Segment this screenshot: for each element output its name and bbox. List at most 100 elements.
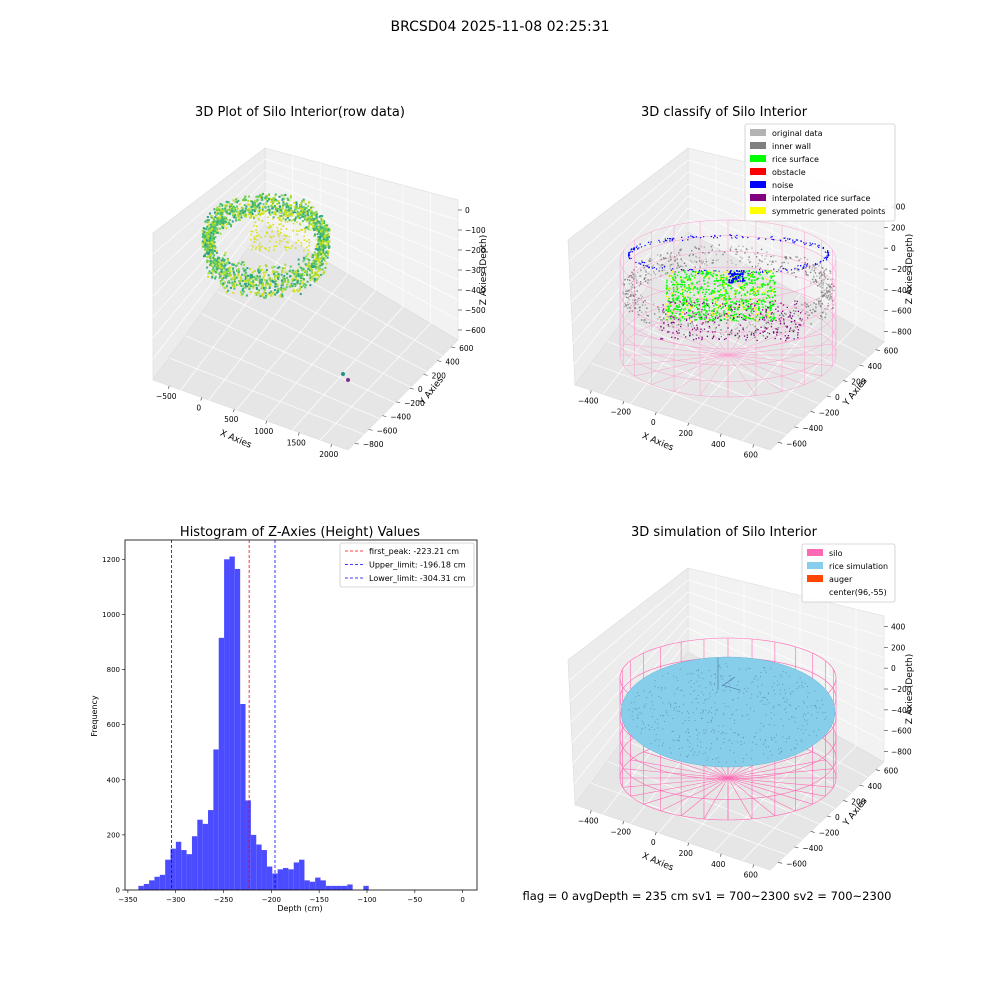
classify-noise-point xyxy=(672,237,674,239)
raw-point xyxy=(294,270,297,273)
classify-rice-point xyxy=(773,303,775,306)
raw-point xyxy=(321,248,324,251)
classify-rice-point xyxy=(761,291,763,294)
classify-interpolated-point xyxy=(765,316,768,318)
classify-rice-point xyxy=(701,297,703,299)
classify-rice-point xyxy=(683,303,685,305)
raw-point xyxy=(299,204,302,207)
raw-point xyxy=(294,216,297,219)
simulation-rice-point xyxy=(677,679,679,681)
raw-point xyxy=(209,253,212,256)
simulation-rice-point xyxy=(701,718,703,720)
classify-interpolated-point xyxy=(760,326,762,328)
classify-noise-point xyxy=(742,279,744,282)
simulation-rice-point xyxy=(779,693,781,695)
classify-interpolated-point xyxy=(796,300,798,303)
raw-point xyxy=(307,215,309,218)
classify-noise-point xyxy=(758,269,761,271)
classify-rice-point xyxy=(743,315,746,317)
raw-point xyxy=(314,272,317,275)
classify-noise-point xyxy=(729,275,732,278)
classify-wall-point xyxy=(698,257,700,259)
raw-point xyxy=(301,210,304,213)
raw-point xyxy=(325,239,328,242)
simulation-rice-point xyxy=(750,697,752,699)
classify-noise-point xyxy=(793,242,795,244)
classify-wall-point xyxy=(821,318,824,320)
classify-interpolated-point xyxy=(738,335,741,337)
raw-point xyxy=(244,277,247,280)
raw-point xyxy=(237,270,240,273)
raw-point xyxy=(250,276,253,279)
classify-wall-point xyxy=(634,307,637,309)
raw-point xyxy=(222,227,225,230)
raw-point xyxy=(322,238,325,241)
raw-point xyxy=(205,252,208,255)
raw-point xyxy=(265,265,268,268)
classify-rice-point xyxy=(704,304,706,307)
raw-point xyxy=(201,229,204,232)
classify-rice-point xyxy=(676,308,678,311)
raw-point xyxy=(257,268,260,271)
histogram-bar xyxy=(149,880,155,890)
classify-interpolated-point xyxy=(797,334,799,336)
classify-wall-point xyxy=(644,304,646,306)
classify-wall-point xyxy=(695,256,698,258)
raw-point xyxy=(294,277,297,280)
classify-wall-point xyxy=(785,325,787,327)
classify-rice-point xyxy=(690,305,693,307)
simulation-rice-point xyxy=(770,668,772,670)
classify-wall-point xyxy=(683,262,686,264)
classify-wall-point xyxy=(821,267,824,269)
raw-point xyxy=(280,214,283,217)
classify-wall-point xyxy=(714,316,717,318)
simulation-rice-point xyxy=(628,709,630,711)
raw-point xyxy=(259,282,262,285)
classify-wall-point xyxy=(702,260,705,263)
simulation-rice-point xyxy=(636,718,638,720)
classify-rice-point xyxy=(719,279,722,282)
classify-wall-point xyxy=(629,279,631,282)
classify-rice-point xyxy=(672,314,675,317)
simulation-rice-point xyxy=(768,702,770,704)
classify-rice-point xyxy=(682,304,684,307)
classify-noise-point xyxy=(732,281,734,283)
raw-point xyxy=(224,270,227,273)
raw-point xyxy=(261,208,264,211)
classify-wall-point xyxy=(808,265,811,268)
classify-wall-point xyxy=(817,301,820,303)
classify-legend-swatch xyxy=(750,168,766,175)
classify-rice-point xyxy=(717,285,719,287)
raw-point xyxy=(256,238,259,241)
raw-point xyxy=(315,229,318,232)
classify-interpolated-point xyxy=(795,323,797,325)
raw-point xyxy=(220,210,223,213)
raw-point xyxy=(271,206,274,209)
raw-point xyxy=(264,287,267,290)
raw-point xyxy=(307,261,310,264)
raw-point xyxy=(251,248,253,251)
raw-point xyxy=(291,279,294,282)
raw-point xyxy=(319,264,322,267)
simulation-rice-point xyxy=(668,702,670,704)
raw-point xyxy=(299,279,302,282)
classify-wall-point xyxy=(793,320,796,323)
simulation-x-tick xyxy=(589,810,592,814)
classify-wall-point xyxy=(676,258,678,260)
classify-interpolated-point xyxy=(743,302,745,304)
classify-rice-point xyxy=(770,319,772,322)
classify-legend-swatch xyxy=(750,207,766,214)
simulation-rice-point xyxy=(651,694,653,696)
classify-rice-point xyxy=(718,290,720,293)
raw-point xyxy=(315,256,318,259)
simulation-rice-point xyxy=(705,699,707,701)
simulation-rice-point xyxy=(778,753,780,755)
classify-rice-point xyxy=(747,300,749,302)
raw-point xyxy=(271,266,274,269)
simulation-rice-point xyxy=(692,690,694,692)
raw-point xyxy=(302,260,305,263)
classify-rice-point xyxy=(756,314,759,317)
simulation-rice-point xyxy=(695,728,697,730)
raw-point xyxy=(267,274,270,277)
classify-rice-point xyxy=(692,312,694,315)
